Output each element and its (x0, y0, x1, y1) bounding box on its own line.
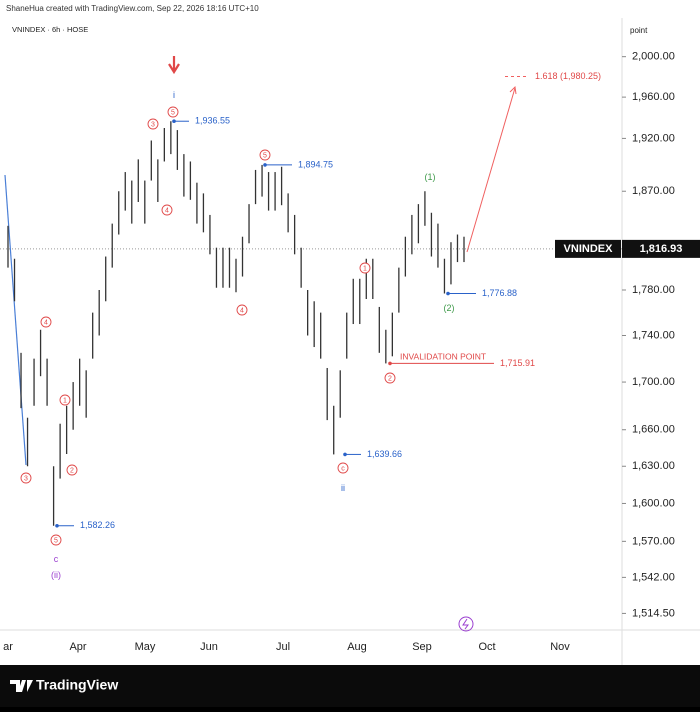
y-tick-label: 1,542.00 (632, 571, 675, 583)
wave-label-circle (384, 372, 396, 384)
x-tick-label: Oct (478, 641, 495, 653)
y-tick-label: 1,960.00 (632, 91, 675, 103)
wave-label: 3 (151, 121, 155, 128)
price-level-label: 1,776.88 (482, 288, 517, 298)
price-level-label: 1,582.26 (80, 520, 115, 530)
wave-label: (ii) (51, 570, 61, 580)
chart-background (0, 0, 700, 665)
axis-unit: point (630, 26, 648, 35)
price-level-label: 1,936.55 (195, 116, 230, 126)
wave-label: 4 (240, 307, 244, 314)
wave-label-circle (40, 316, 52, 328)
y-tick-label: 1,780.00 (632, 284, 675, 296)
y-tick-label: 1,870.00 (632, 185, 675, 197)
price-level-dot (343, 452, 347, 457)
price-level-label: 1,894.75 (298, 159, 333, 169)
wave-label: c (54, 554, 59, 564)
wave-label: 4 (165, 207, 169, 214)
y-tick-label: 1,660.00 (632, 424, 675, 436)
x-tick-label: Aug (347, 641, 367, 653)
x-tick-label: Sep (412, 641, 432, 653)
projection-arrowhead (509, 85, 517, 95)
wave-label: 2 (70, 467, 74, 474)
x-tick-label: Apr (69, 641, 86, 653)
y-tick-label: 2,000.00 (632, 51, 675, 63)
down-arrow (168, 56, 180, 75)
wave-label: c (341, 465, 345, 472)
wave-label-circle (66, 464, 78, 476)
wave-label: (2) (444, 303, 455, 313)
last-price-name-box (555, 239, 621, 258)
wave-label-circle (359, 262, 371, 274)
x-tick-label: May (135, 641, 156, 653)
last-price-label: 1,816.93 (640, 243, 683, 255)
wave-label-circle (50, 534, 62, 546)
wave-label: i (173, 90, 175, 100)
y-tick-label: 1,570.00 (632, 535, 675, 547)
price-level-label: 1,715.91 (500, 358, 535, 368)
header: ShaneHua created with TradingView.com, S… (6, 4, 259, 13)
x-tick-label: Jun (200, 641, 218, 653)
target-label: 1.618 (1,980.25) (535, 71, 601, 81)
wave-line (4, 174, 27, 466)
footer-brand: TradingView (36, 677, 118, 693)
price-level-dot (55, 523, 59, 528)
wave-label: 5 (54, 537, 58, 544)
invalidation-label: INVALIDATION POINT (400, 351, 486, 361)
event-icon-bolt (462, 618, 469, 630)
x-tick-label: Jul (276, 641, 290, 653)
wave-label: ii (341, 483, 345, 493)
wave-label-circle (337, 462, 349, 474)
wave-label-circle (20, 472, 32, 484)
wave-label: 5 (263, 152, 267, 159)
wave-label: 2 (388, 375, 392, 382)
wave-label-circle (59, 394, 71, 406)
wave-label-circle (147, 118, 159, 130)
price-level-label: 1,639.66 (367, 449, 402, 459)
y-tick-label: 1,600.00 (632, 497, 675, 509)
wave-label-circle (236, 304, 248, 316)
wave-label-circle (259, 149, 271, 161)
last-price-name: VNINDEX (564, 243, 614, 255)
y-tick-label: 1,514.50 (632, 607, 675, 619)
wave-label: (1) (425, 172, 436, 182)
wave-label-circle (161, 204, 173, 216)
symbol: VNINDEX · 6h · HOSE (12, 25, 88, 34)
wave-label: 4 (44, 319, 48, 326)
y-tick-label: 1,920.00 (632, 132, 675, 144)
y-tick-label: 1,630.00 (632, 460, 675, 472)
wave-label: 1 (363, 265, 367, 272)
event-icon (458, 616, 474, 632)
y-tick-label: 1,700.00 (632, 376, 675, 388)
x-tick-label: ar (3, 641, 13, 653)
logo (10, 680, 33, 692)
price-level-dot (263, 163, 267, 167)
wave-label-circle (167, 106, 179, 118)
last-price-box (622, 239, 700, 258)
wave-label: 3 (24, 475, 28, 482)
price-level-dot (388, 361, 392, 366)
price-level-dot (172, 119, 176, 124)
price-level-dot (446, 291, 450, 296)
wave-label: 1 (63, 397, 67, 404)
wave-label: 5 (171, 109, 175, 116)
projection-line (466, 87, 516, 253)
footer-bar (0, 665, 700, 707)
y-tick-label: 1,740.00 (632, 329, 675, 341)
x-tick-label: Nov (550, 641, 570, 653)
